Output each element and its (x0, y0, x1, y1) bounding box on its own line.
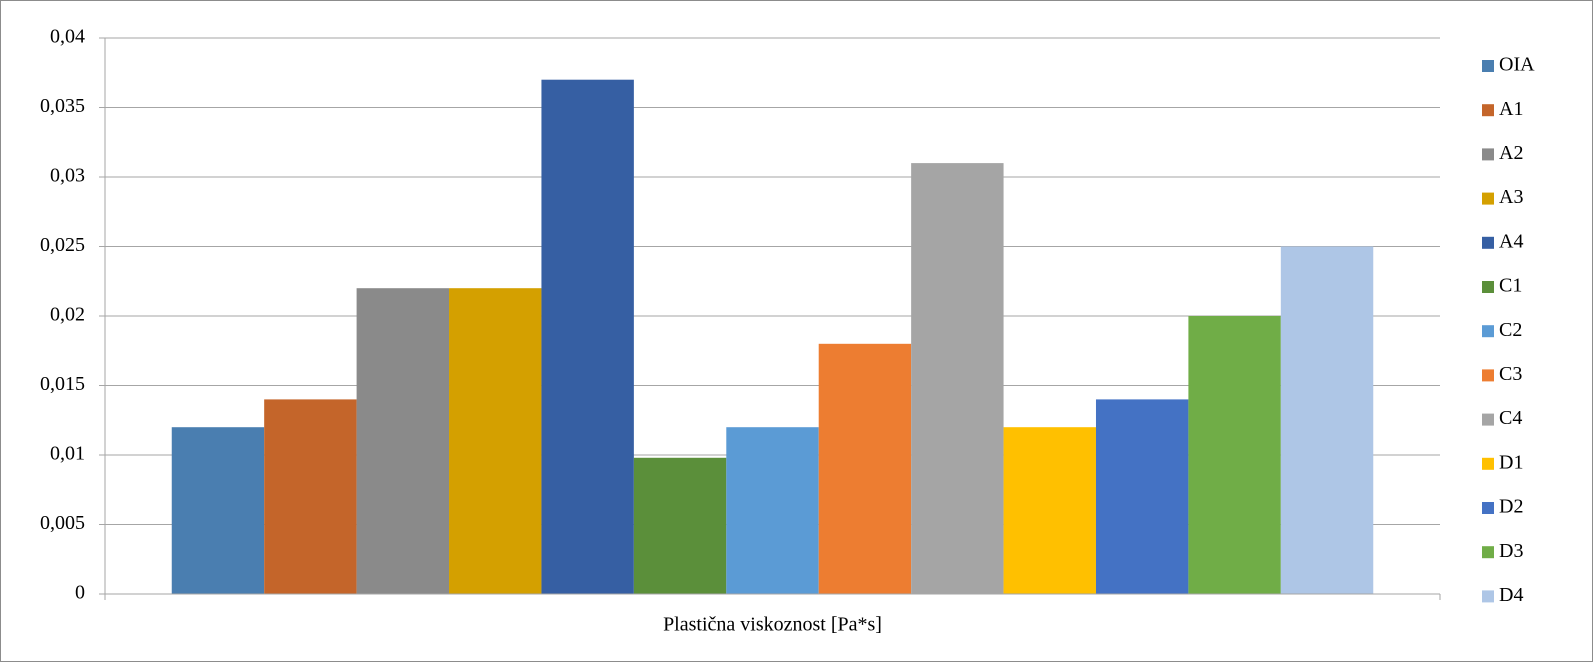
legend-label: C3 (1499, 363, 1522, 385)
legend-label: D4 (1499, 584, 1523, 606)
y-tick-label: 0,015 (40, 373, 85, 395)
legend-swatch (1482, 546, 1494, 559)
legend-label: OIA (1499, 54, 1535, 76)
x-tick-label: Plastična viskoznost [Pa*s] (663, 614, 882, 636)
y-tick-label: 0,02 (50, 304, 85, 326)
legend-label: C1 (1499, 275, 1522, 297)
legend-swatch (1482, 281, 1494, 293)
y-tick-label: 0,03 (50, 165, 85, 187)
bar (633, 457, 727, 594)
bar (726, 427, 819, 594)
y-tick-label: 0,025 (40, 234, 85, 256)
bar (1188, 316, 1281, 594)
legend-swatch (1482, 590, 1494, 603)
legend-label: C2 (1499, 319, 1522, 341)
legend-label: C4 (1499, 407, 1522, 429)
legend-label: A2 (1499, 142, 1523, 164)
legend-label: D3 (1499, 540, 1523, 562)
legend-label: D2 (1499, 496, 1523, 518)
y-tick-label: 0,005 (40, 512, 85, 534)
y-tick-label: 0,035 (40, 95, 85, 117)
y-tick-label: 0,01 (50, 443, 85, 465)
legend-swatch (1482, 192, 1494, 205)
y-tick-label: 0 (75, 582, 85, 604)
legend-label: A4 (1499, 230, 1523, 252)
y-tick-label: 0,04 (50, 26, 85, 48)
legend-swatch (1482, 325, 1494, 338)
bar (1095, 399, 1189, 594)
bar (1003, 427, 1096, 594)
bar (449, 288, 542, 594)
legend-swatch (1482, 104, 1494, 117)
legend-swatch (1482, 60, 1494, 72)
legend-label: D1 (1499, 451, 1523, 473)
bar (818, 343, 912, 594)
bar (1280, 246, 1374, 594)
legend-swatch (1482, 148, 1494, 161)
bar (911, 163, 1004, 594)
legend-swatch (1482, 236, 1494, 249)
legend-label: A1 (1499, 98, 1523, 120)
legend-swatch (1482, 413, 1494, 426)
bar (264, 399, 357, 594)
legend-swatch (1482, 502, 1494, 514)
legend-swatch (1482, 457, 1494, 470)
legend-label: A3 (1499, 186, 1523, 208)
bar (171, 427, 265, 594)
legend-swatch (1482, 369, 1494, 382)
bar (356, 288, 450, 594)
bar (541, 79, 634, 594)
